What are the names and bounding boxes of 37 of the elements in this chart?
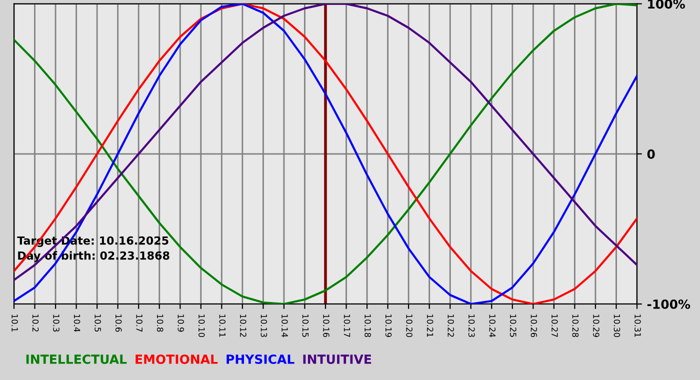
x-tick-label: 10.20	[406, 314, 412, 338]
x-tick-label: 10.22	[448, 314, 454, 337]
x-tick-label: 10.29	[593, 314, 600, 337]
x-tick-label: 10.23	[468, 314, 475, 337]
x-tick-label: 10.4	[74, 314, 80, 332]
text: INTUITIVE	[303, 354, 372, 364]
x-tick-label: 10.27	[552, 314, 558, 337]
x-tick-label: 10.3	[53, 314, 60, 332]
x-tick-label: 10.21	[426, 314, 434, 337]
text: PHYSICAL	[226, 354, 294, 364]
x-tick-label: 10.16	[323, 314, 330, 338]
x-tick-label: 10.13	[260, 314, 268, 337]
x-tick-label: 10.10	[198, 314, 205, 338]
y-tick-label: -100%	[647, 299, 690, 309]
x-tick-label: 10.2	[32, 314, 39, 332]
x-tick-label: 10.17	[344, 314, 350, 337]
text: EMOTIONAL	[136, 354, 218, 364]
x-tick-label: 10.5	[94, 314, 101, 332]
x-tick-label: 10.30	[614, 314, 620, 338]
y-tick-label: 0	[647, 149, 655, 159]
x-tick-label: 10.15	[302, 314, 309, 337]
text: INTELLECTUAL	[26, 354, 127, 364]
x-tick-label: 10.7	[136, 314, 142, 332]
x-tick-label: 10.1	[12, 314, 18, 332]
x-tick-label: 10.9	[178, 314, 184, 332]
x-tick-label: 10.14	[282, 314, 288, 338]
x-tick-label: 10.18	[364, 314, 371, 338]
x-tick-label: 10.24	[489, 314, 496, 338]
x-tick-label: 10.8	[156, 314, 164, 332]
x-tick-label: 10.11	[219, 314, 226, 337]
x-tick-label: 10.28	[572, 314, 579, 338]
x-tick-label: 10.19	[385, 314, 392, 337]
x-tick-label: 10.26	[530, 314, 538, 338]
x-tick-label: 10.31	[634, 314, 641, 337]
x-tick-label: 10.6	[115, 314, 122, 332]
x-tick-label: 10.25	[510, 314, 516, 337]
x-tick-label: 10.12	[240, 314, 246, 337]
